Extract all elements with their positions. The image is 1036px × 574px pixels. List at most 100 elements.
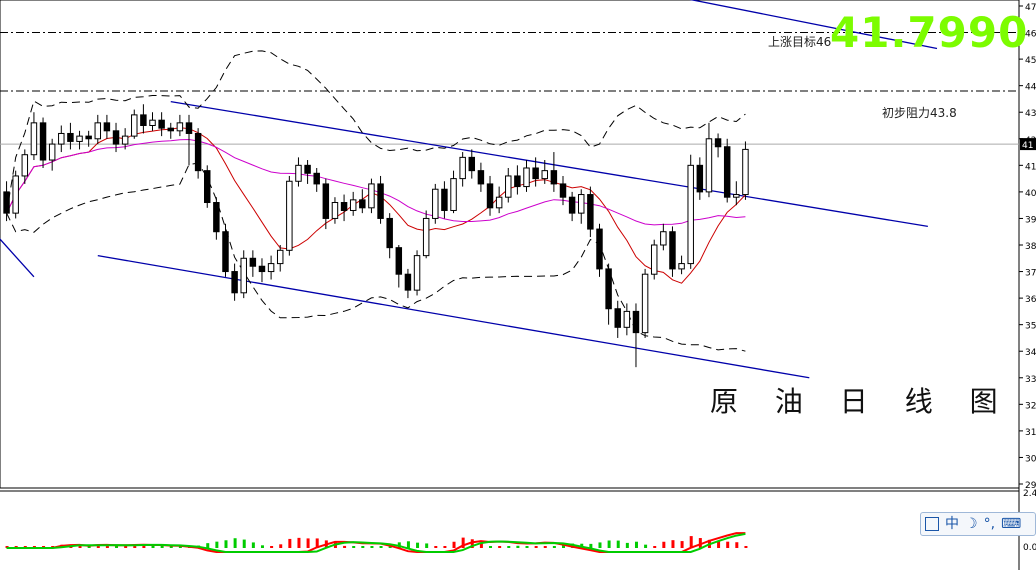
macd-bar (671, 540, 675, 548)
macd-bar (315, 538, 319, 548)
macd-bar (689, 536, 693, 548)
candle-bear (304, 164, 311, 174)
macd-bar (434, 546, 438, 548)
candle-bull (331, 202, 339, 219)
macd-bar (735, 542, 739, 548)
candle-bear (340, 202, 348, 211)
candle-bull (176, 122, 184, 132)
chinese-mode-label[interactable]: 中 (945, 516, 959, 532)
candle-bear (112, 130, 120, 145)
candle-bull (459, 156, 466, 180)
macd-bar (379, 546, 383, 548)
macd-bar (607, 540, 611, 548)
candle-bear (596, 228, 603, 270)
axis-tick-label: 45 (1025, 56, 1036, 66)
macd-bar (169, 546, 173, 548)
axis-tick-label: 47 (1025, 3, 1036, 13)
bollinger-lower (6, 162, 746, 352)
macd-bar (698, 538, 702, 548)
candle-bull (58, 132, 65, 145)
macd-bar (133, 546, 137, 548)
macd-bar (498, 546, 502, 548)
ma-slow-line (6, 138, 746, 226)
candle-bear (386, 217, 393, 249)
candle-bull (267, 263, 275, 273)
macd-bar (507, 546, 511, 548)
candles (3, 104, 749, 368)
candle-bull (705, 138, 713, 193)
moon-icon[interactable]: ☽ (965, 516, 978, 532)
price-display: 41.7990 (830, 8, 1029, 57)
chart-title: 原 油 日 线 图 (710, 385, 1012, 418)
keyboard-icon[interactable]: ⌨ (1001, 516, 1022, 532)
candle-bull (660, 231, 667, 246)
candle-bull (641, 273, 649, 334)
candle-bull (48, 143, 56, 161)
trend-lines (0, 0, 938, 379)
candle-bear (67, 132, 74, 142)
bollinger-and-ma (6, 50, 746, 352)
candle-bear (550, 170, 558, 185)
candle-bull (21, 154, 29, 177)
macd-bar (361, 546, 365, 548)
macd-bar (343, 545, 347, 548)
indicator-tick-label: 0.0 (1023, 543, 1036, 553)
macd-bar (215, 541, 219, 548)
candle-bull (495, 196, 503, 209)
macd-bar (625, 542, 629, 548)
macd-bar (516, 545, 520, 548)
candle-bear (140, 114, 147, 126)
candle-bear (322, 183, 330, 219)
candle-bear (313, 172, 320, 185)
macd-bar (525, 546, 529, 548)
macd-bar (78, 546, 82, 548)
axis-tick-label: 37 (1025, 269, 1036, 279)
macd-bar (726, 541, 730, 548)
candle-bear (395, 247, 403, 275)
candle-bear (185, 122, 193, 134)
candle-bull (131, 114, 138, 137)
axis-tick-label: 34 (1025, 348, 1036, 358)
macd-bar (489, 546, 493, 548)
candle-bull (30, 122, 38, 156)
candle-bear (404, 273, 412, 291)
candle-bear (696, 164, 704, 193)
macd-bar (653, 546, 657, 548)
macd-bar (233, 538, 237, 548)
macd-bar (96, 546, 100, 548)
candle-bull (413, 255, 421, 291)
candle-bear (605, 268, 612, 310)
candle-bear (468, 156, 476, 172)
trend-channel-upper (689, 0, 938, 50)
punctuation-icon[interactable]: °, (983, 516, 996, 532)
candle-bull (121, 135, 129, 145)
candle-bull (94, 122, 102, 140)
ime-toolbar[interactable]: 中 ☽ °, ⌨ (920, 512, 1036, 536)
macd-indicator (5, 532, 748, 553)
candle-bull (149, 119, 156, 126)
macd-bar (589, 543, 593, 548)
candle-bear (559, 183, 567, 198)
macd-bar (115, 546, 119, 548)
axis-tick-label: 44 (1025, 83, 1036, 93)
axis-tick-label: 36 (1025, 295, 1036, 305)
axis-tick-label: 40 (1025, 189, 1036, 199)
candle-bear (39, 122, 47, 161)
candle-bear (249, 257, 257, 267)
switch-icon[interactable] (925, 517, 939, 531)
candle-bull (742, 148, 749, 196)
macd-bar (370, 546, 374, 548)
candle-bull (349, 199, 357, 211)
axis-tick-label: 33 (1025, 375, 1036, 385)
candle-bear (222, 231, 229, 273)
macd-bar (288, 538, 292, 548)
macd-bar (470, 539, 474, 548)
candle-bull (623, 310, 631, 328)
candle-bear (632, 310, 640, 334)
macd-bar (598, 542, 602, 548)
candle-bear (194, 132, 202, 172)
macd-bar (260, 545, 264, 548)
candle-bull (578, 194, 585, 214)
candle-bull (541, 170, 548, 180)
